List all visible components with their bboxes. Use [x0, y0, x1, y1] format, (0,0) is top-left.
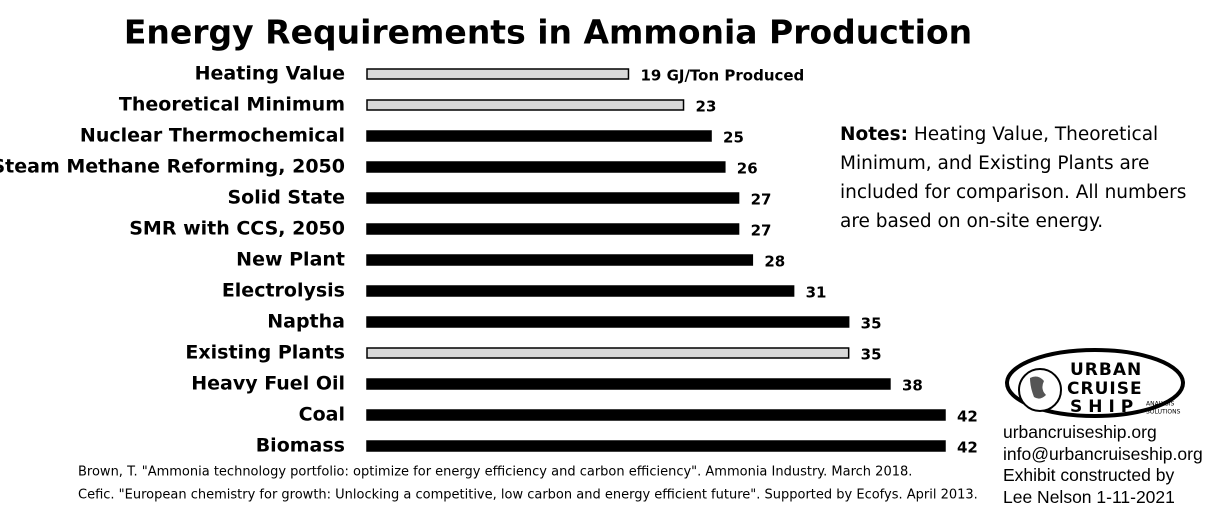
- bar: [366, 378, 891, 390]
- category-label: New Plant: [236, 249, 345, 271]
- bar: [366, 223, 740, 235]
- credit-line: urbancruiseship.org: [1003, 422, 1157, 442]
- value-label: 19 GJ/Ton Produced: [640, 67, 804, 85]
- value-label: 27: [751, 222, 772, 240]
- value-label: 42: [957, 408, 978, 426]
- credits: urbancruiseship.org info@urbancruiseship…: [1003, 422, 1203, 508]
- bar: [366, 192, 740, 204]
- bar: [366, 130, 712, 142]
- bar: [366, 316, 850, 328]
- value-label: 38: [902, 377, 923, 395]
- bar: [366, 161, 726, 173]
- logo-text: SHIP: [1070, 397, 1139, 417]
- bar: [366, 285, 795, 297]
- bar: [366, 99, 685, 111]
- category-label: Naptha: [267, 311, 345, 333]
- credit-line: info@urbancruiseship.org: [1003, 443, 1203, 464]
- logo-ring: [1005, 348, 1185, 418]
- source: Brown, T. "Ammonia technology portfolio:…: [78, 465, 912, 480]
- bar: [366, 68, 630, 80]
- category-label: Nuclear Thermochemical: [80, 125, 345, 147]
- logo-text: URBAN: [1070, 360, 1142, 380]
- credit-line: Exhibit constructed by: [1003, 465, 1175, 485]
- value-label: 23: [696, 98, 717, 116]
- value-label: 35: [861, 346, 882, 364]
- value-label: 42: [957, 439, 978, 457]
- category-label: Biomass: [256, 435, 345, 457]
- category-label: SMR with CCS, 2050: [129, 218, 345, 240]
- notes-label: Notes:: [840, 124, 908, 145]
- source: Cefic. "European chemistry for growth: U…: [78, 488, 978, 503]
- category-label: Heavy Fuel Oil: [191, 373, 345, 395]
- bar: [366, 440, 946, 452]
- category-label: Electrolysis: [222, 280, 345, 302]
- category-label: Existing Plants: [185, 342, 345, 364]
- value-label: 26: [737, 160, 758, 178]
- credit-line: Lee Nelson 1-11-2021: [1003, 486, 1175, 507]
- logo: URBAN CRUISE SHIP ANALYSIS SOLUTIONS: [1005, 348, 1185, 418]
- chart-title: Energy Requirements in Ammonia Productio…: [124, 13, 972, 52]
- value-label: 27: [751, 191, 772, 209]
- bar: [366, 409, 946, 421]
- bar: [366, 254, 754, 266]
- category-label: Theoretical Minimum: [119, 94, 345, 116]
- value-label: 31: [806, 284, 827, 302]
- logo-tagline: SOLUTIONS: [1146, 409, 1181, 416]
- category-label: Heating Value: [195, 63, 345, 85]
- logo-tagline: ANALYSIS: [1146, 401, 1174, 408]
- value-label: 35: [861, 315, 882, 333]
- notes: Notes: Heating Value, Theoretical Minimu…: [840, 120, 1190, 236]
- logo-text: CRUISE: [1067, 379, 1143, 399]
- value-label: 25: [723, 129, 744, 147]
- category-label: Coal: [299, 404, 345, 426]
- category-label: Solid State: [227, 187, 345, 209]
- category-label: Steam Methane Reforming, 2050: [0, 156, 345, 178]
- value-label: 28: [764, 253, 785, 271]
- bar: [366, 347, 850, 359]
- notes-text: Heating Value, Theoretical Minimum, and …: [840, 124, 1187, 232]
- logo-globe-land: [1030, 376, 1046, 399]
